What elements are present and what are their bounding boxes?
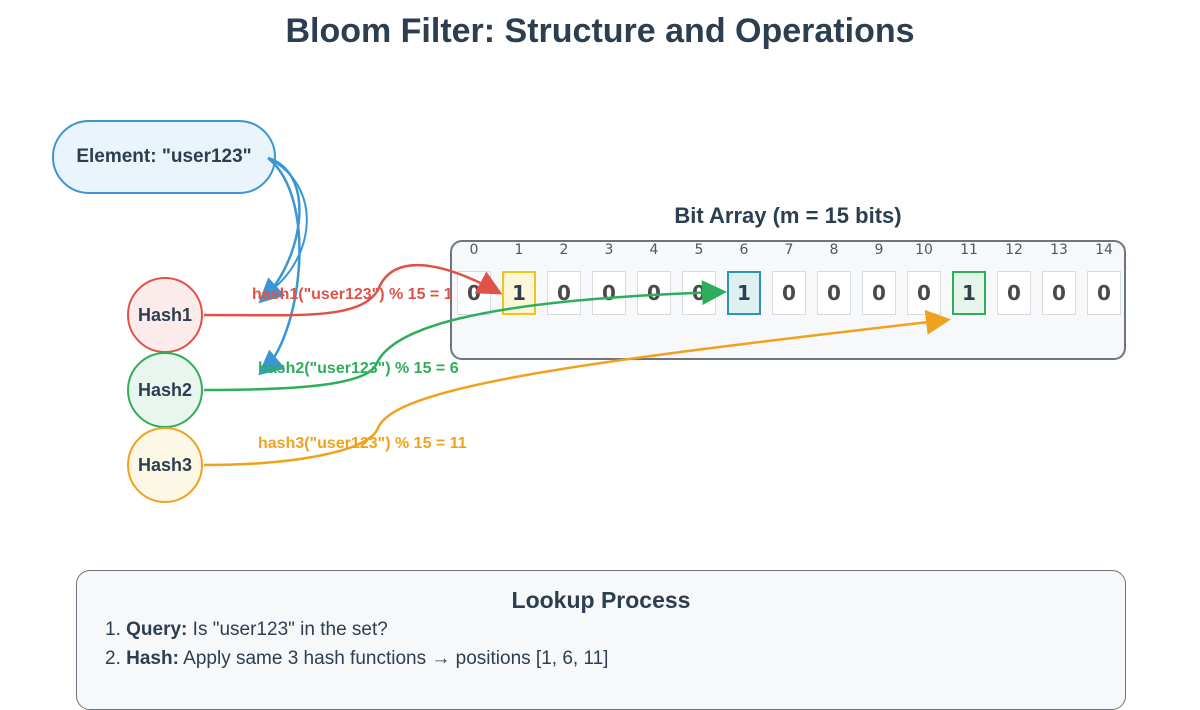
bit-index-label: 9 (874, 242, 884, 258)
element-to-hash3-arrow (261, 157, 308, 297)
element-to-hash2-arrow (258, 157, 301, 376)
step-head: Hash: (126, 648, 179, 669)
bit-cell: 0 (907, 271, 941, 315)
hash2-to-bit6-arrow (203, 280, 727, 392)
lookup-step: 1. Query: Is "user123" in the set? (105, 615, 608, 644)
bit-index-label: 3 (604, 242, 614, 258)
hash3-to-bit11-arrow (203, 309, 951, 467)
bit-cell: 0 (637, 271, 671, 315)
bit-index-label: 0 (469, 242, 479, 258)
bit-cell: 0 (547, 271, 581, 315)
bit-cell: 0 (997, 271, 1031, 315)
bit-cell: 0 (862, 271, 896, 315)
bit-index-label: 7 (784, 242, 794, 258)
step-number: 2. (105, 648, 121, 669)
bit-index-label: 14 (1095, 242, 1113, 258)
hash1-formula: hash1("user123") % 15 = 1 (252, 286, 453, 303)
bit-cell: 1 (727, 271, 761, 315)
element-label: Element: "user123" (76, 146, 252, 167)
bit-index-label: 8 (829, 242, 839, 258)
bit-index-label: 11 (960, 242, 978, 258)
hash3-formula: hash3("user123") % 15 = 11 (258, 435, 467, 452)
hash1-to-bit1-arrow (203, 263, 503, 317)
lookup-process-panel: Lookup Process 1. Query: Is "user123" in… (76, 570, 1126, 710)
hash2-formula: hash2("user123") % 15 = 6 (258, 360, 459, 377)
bit-cell: 0 (817, 271, 851, 315)
bit-index-label: 2 (559, 242, 569, 258)
hash1-label: Hash1 (137, 304, 193, 325)
step-number: 1. (105, 619, 121, 640)
bit-index-label: 6 (739, 242, 749, 258)
lookup-step: 2. Hash: Apply same 3 hash functions → p… (105, 644, 608, 673)
bit-index-label: 10 (915, 242, 933, 258)
step-text: Apply same 3 hash functions → positions … (178, 648, 609, 669)
arrows-layer (203, 156, 951, 467)
lookup-steps: 1. Query: Is "user123" in the set? 2. Ha… (105, 615, 608, 673)
hash3-label: Hash3 (137, 454, 193, 475)
hash3-node: Hash3 (127, 427, 203, 503)
step-head: Query: (126, 619, 188, 640)
bit-index-label: 4 (649, 242, 659, 258)
step-text: Is "user123" in the set? (187, 619, 388, 640)
bit-index-label: 13 (1050, 242, 1068, 258)
bit-array-title: Bit Array (m = 15 bits) (674, 203, 902, 228)
bit-cell: 0 (592, 271, 626, 315)
hash2-label: Hash2 (137, 379, 193, 400)
lookup-title: Lookup Process (511, 587, 691, 613)
diagram-title: Bloom Filter: Structure and Operations (285, 12, 915, 50)
element-node: Element: "user123" (52, 120, 276, 194)
bit-cell: 0 (1042, 271, 1076, 315)
bit-cell: 0 (1087, 271, 1121, 315)
bit-index-label: 5 (694, 242, 704, 258)
bit-index-label: 1 (514, 242, 524, 258)
bit-cell: 0 (772, 271, 806, 315)
hash2-node: Hash2 (127, 352, 203, 428)
bit-index-label: 12 (1005, 242, 1023, 258)
bit-cell: 1 (952, 271, 986, 315)
